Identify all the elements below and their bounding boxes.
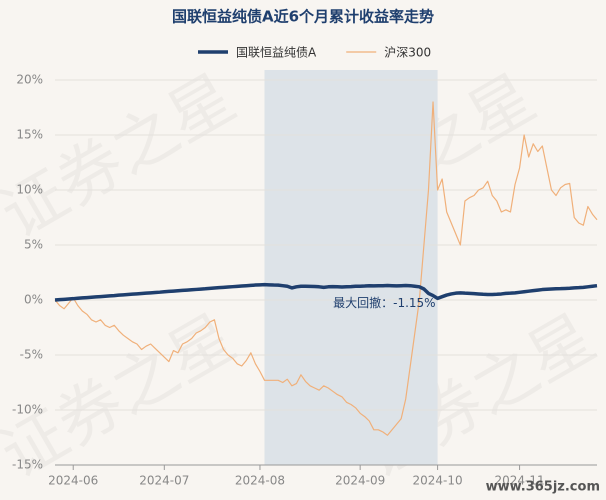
y-tick-label: 5%: [24, 238, 43, 252]
line-series: [54, 101, 598, 436]
x-tick-label: 2024-11: [495, 474, 545, 488]
x-tick-label: 2024-08: [235, 474, 285, 488]
annotation: 最大回撤：-1.15%: [333, 295, 435, 310]
watermark: 证券之星: [0, 61, 248, 253]
chart-title: 国联恒益纯债A近6个月累计收益率走势: [172, 8, 434, 26]
line-series: [54, 282, 598, 302]
y-tick-label: 15%: [16, 128, 43, 142]
legend-label: 沪深300: [384, 46, 431, 60]
y-tick-label: -10%: [12, 403, 43, 417]
x-tick-label: 2024-09: [335, 474, 385, 488]
x-tick-label: 2024-06: [48, 474, 98, 488]
x-tick-label: 2024-07: [139, 474, 189, 488]
y-tick-label: -5%: [20, 348, 43, 362]
legend-label: 国联恒益纯债A: [236, 46, 317, 60]
y-tick-label: 0%: [24, 293, 43, 307]
site-watermark: www.365jz.com: [486, 480, 600, 495]
y-tick-label: 20%: [16, 73, 43, 87]
x-tick-label: 2024-10: [413, 474, 463, 488]
y-tick-label: 10%: [16, 183, 43, 197]
y-tick-label: -15%: [12, 458, 43, 472]
drawdown-shade: [264, 70, 438, 465]
